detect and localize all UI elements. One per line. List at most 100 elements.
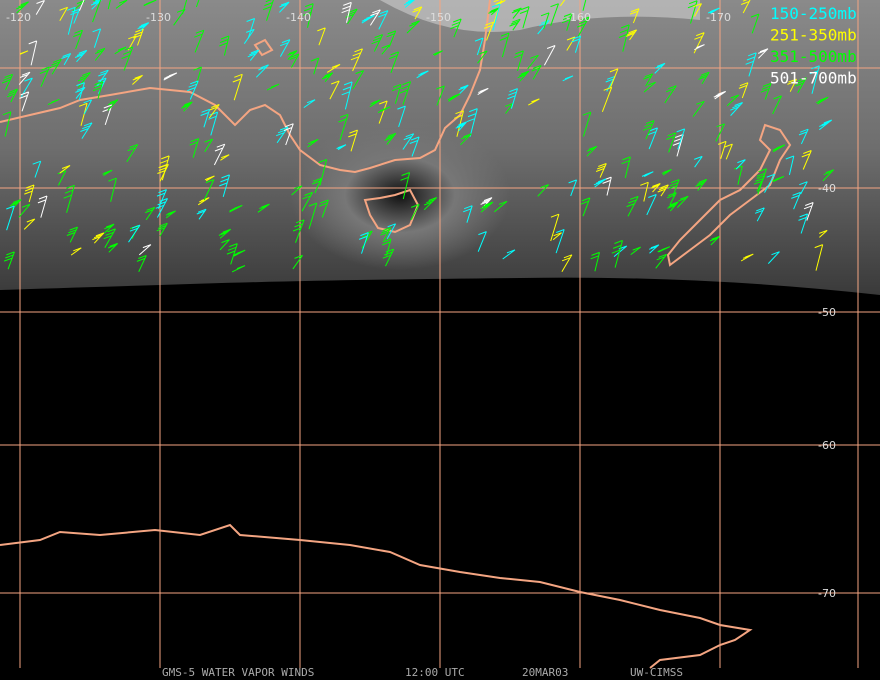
wind-barb [23, 218, 36, 230]
wind-barb [822, 169, 835, 182]
wind-barb [741, 0, 751, 14]
wind-barbs [1, 0, 835, 273]
wind-barb [561, 13, 573, 31]
wind-barb [138, 244, 152, 256]
wind-barb [740, 253, 754, 262]
coast [0, 0, 491, 174]
wind-barb [423, 197, 438, 211]
wind-barb [63, 184, 75, 213]
wind-barb [107, 0, 111, 10]
wind-barb [279, 39, 291, 57]
longitude-label: -170 [706, 11, 731, 24]
wind-barb [57, 170, 67, 186]
wind-barb [6, 88, 18, 103]
wind-barb [2, 111, 12, 137]
wind-barb [410, 203, 420, 221]
wind-barb [246, 18, 256, 39]
wind-barb [92, 232, 105, 244]
wind-barb [803, 202, 814, 221]
wind-barb [559, 0, 566, 7]
wind-barb [819, 229, 828, 238]
wind-barb [412, 6, 423, 20]
wind-barb [787, 78, 797, 92]
wind-barb [537, 184, 549, 197]
wind-barb [341, 81, 353, 110]
wind-barb [182, 0, 188, 15]
wind-barb [400, 172, 411, 200]
wind-barb [514, 50, 524, 72]
wind-barb [713, 90, 726, 100]
wind-barb [543, 45, 556, 66]
wind-barb [630, 246, 641, 255]
wind-barb [321, 72, 334, 83]
wind-barb [143, 0, 157, 7]
wind-barb [621, 156, 631, 179]
wind-barb [208, 104, 220, 119]
legend-entry: 150-250mb [770, 4, 857, 23]
wind-barb [66, 226, 79, 243]
wind-barb [480, 201, 494, 213]
wind-barb [310, 57, 320, 75]
coast [666, 123, 792, 267]
wind-barb [156, 189, 167, 209]
longitude-label: -130 [146, 11, 171, 24]
wind-barb [555, 229, 565, 254]
wind-barb [196, 208, 207, 220]
wind-barb [19, 91, 30, 112]
wind-barb [35, 0, 45, 15]
wind-barb [380, 227, 392, 241]
wind-barb [208, 111, 219, 136]
wind-barb [386, 30, 397, 48]
longitude-label: -150 [426, 11, 451, 24]
wind-barb [243, 28, 255, 44]
wind-barb [661, 169, 672, 176]
wind-barb [454, 110, 464, 137]
wind-barb [754, 207, 765, 222]
wind-barb [695, 178, 708, 191]
wind-barb [643, 81, 656, 93]
wind-barb [772, 144, 786, 153]
wind-barb [6, 205, 15, 231]
latitude-label: -60 [818, 439, 836, 452]
wind-barb [350, 48, 363, 72]
wind-barb [121, 46, 134, 71]
wind-barb [580, 197, 591, 217]
wind-barb [204, 175, 215, 182]
wind-barb [358, 232, 369, 254]
wind-barb [289, 53, 300, 68]
wind-barb [311, 177, 322, 194]
wind-barb [764, 173, 776, 193]
wind-barb [517, 70, 530, 82]
wind-barb [818, 119, 833, 131]
wind-barb [667, 201, 679, 212]
wind-barb [717, 140, 727, 159]
wind-barb [550, 213, 560, 242]
wind-barb [247, 49, 260, 61]
wind-barb [195, 0, 200, 8]
wind-barb [107, 242, 119, 253]
coast [0, 523, 753, 669]
wind-barb [1, 73, 14, 91]
wind-barb [28, 40, 38, 66]
wind-barb [103, 228, 116, 248]
wind-barb [218, 228, 232, 239]
wind-barb [303, 99, 316, 109]
wind-barb [477, 50, 488, 64]
wind-barb [552, 232, 562, 241]
wind-barb [18, 71, 31, 85]
wind-barb [189, 138, 200, 158]
wind-barb [709, 235, 720, 246]
wind-barb [156, 222, 168, 237]
wind-barb [455, 121, 467, 132]
wind-barb [561, 254, 573, 272]
wind-barb [406, 20, 420, 34]
wind-barb [801, 150, 812, 170]
wind-barb [654, 62, 666, 74]
wind-barb [402, 133, 415, 150]
wind-barb [772, 95, 782, 115]
wind-barb [317, 27, 326, 46]
wind-barb [276, 126, 289, 144]
wind-barb [609, 68, 619, 89]
wind-barb [629, 8, 640, 24]
wind-barb [318, 159, 328, 186]
